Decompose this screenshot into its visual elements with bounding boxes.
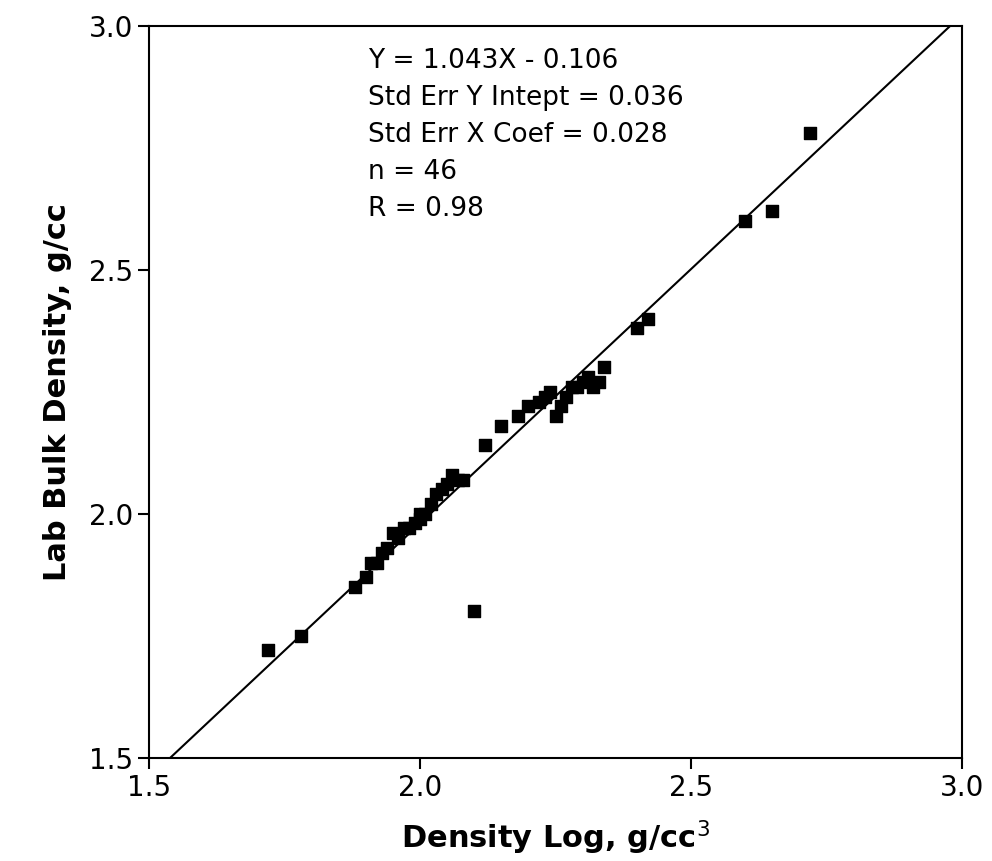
Point: [765, 204, 781, 218]
Point: [455, 473, 471, 486]
Point: [407, 517, 423, 530]
Point: [537, 390, 553, 404]
Point: [569, 380, 585, 393]
Point: [543, 385, 558, 399]
Point: [390, 531, 406, 545]
Text: Y = 1.043X - 0.106
Std Err Y Intept = 0.036
Std Err X Coef = 0.028
n = 46
R = 0.: Y = 1.043X - 0.106 Std Err Y Intept = 0.…: [368, 48, 684, 222]
Point: [493, 419, 509, 433]
Point: [439, 478, 455, 492]
Point: [444, 468, 460, 481]
Point: [803, 127, 818, 140]
Point: [418, 507, 434, 521]
X-axis label: Density Log, g/cc$^3$: Density Log, g/cc$^3$: [401, 818, 710, 857]
Point: [396, 522, 412, 536]
Point: [580, 370, 596, 384]
Point: [574, 375, 590, 389]
Y-axis label: Lab Bulk Density, g/cc: Lab Bulk Density, g/cc: [43, 203, 71, 580]
Point: [380, 541, 396, 554]
Point: [548, 409, 563, 423]
Point: [429, 487, 444, 501]
Point: [347, 580, 363, 594]
Point: [585, 380, 601, 393]
Point: [553, 400, 568, 413]
Point: [629, 321, 645, 335]
Point: [521, 400, 537, 413]
Point: [532, 394, 548, 408]
Point: [423, 497, 438, 511]
Point: [450, 473, 466, 486]
Point: [563, 380, 579, 393]
Point: [358, 570, 374, 584]
Point: [401, 522, 417, 536]
Point: [477, 438, 493, 452]
Point: [510, 409, 526, 423]
Point: [558, 390, 574, 404]
Point: [434, 482, 449, 496]
Point: [363, 555, 379, 569]
Point: [385, 526, 401, 540]
Point: [591, 375, 607, 389]
Point: [640, 312, 656, 325]
Point: [596, 361, 612, 375]
Point: [374, 546, 390, 560]
Point: [412, 511, 428, 525]
Point: [260, 643, 276, 657]
Point: [412, 507, 428, 521]
Point: [293, 629, 309, 642]
Point: [737, 214, 753, 228]
Point: [466, 604, 482, 618]
Point: [369, 555, 385, 569]
